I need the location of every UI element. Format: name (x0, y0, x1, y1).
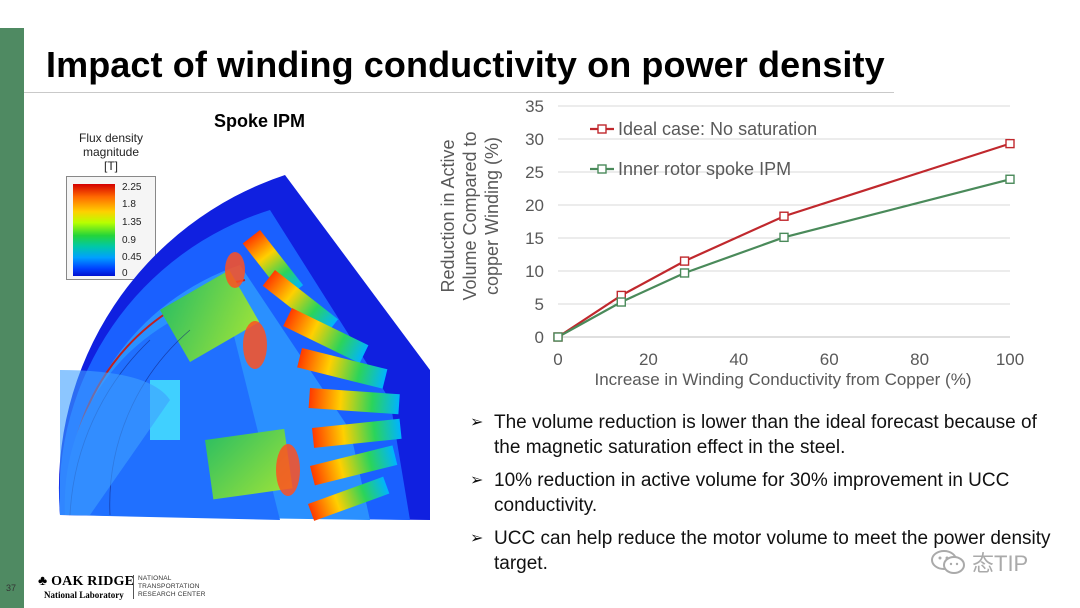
bullet-text: UCC can help reduce the motor volume to … (494, 528, 1051, 574)
x-tick-label: 40 (729, 350, 748, 369)
logo-divider (133, 575, 134, 599)
slide-title: Impact of winding conductivity on power … (46, 44, 885, 85)
figure-subtitle: Spoke IPM (214, 111, 306, 131)
data-point (553, 332, 563, 342)
data-point (679, 268, 690, 278)
data-point (1005, 138, 1015, 149)
colorbar-tick: 0.9 (122, 235, 136, 246)
y-tick-label: 0 (535, 328, 544, 347)
accent-side-bar (0, 28, 24, 608)
y-axis-label-line: Volume Compared to (460, 131, 480, 300)
colorbar-tick: 1.8 (122, 199, 136, 210)
saturation-hotspots (225, 252, 300, 496)
bullet-text: 10% reduction in active volume for 30% i… (494, 470, 1010, 516)
data-point (779, 232, 789, 243)
x-tick-label: 100 (996, 350, 1024, 369)
x-tick-label: 0 (553, 350, 562, 369)
page-number: 37 (6, 583, 17, 593)
logo-name: OAK RIDGE (51, 574, 135, 589)
legend-marker (597, 164, 607, 174)
x-tick-label: 80 (910, 350, 929, 369)
list-item: ➢ UCC can help reduce the motor volume t… (470, 526, 1060, 576)
colorbar-tick: 1.35 (122, 217, 142, 228)
ntrc-line: RESEARCH CENTER (138, 591, 206, 598)
y-tick-label: 5 (535, 295, 544, 314)
reduction-vs-conductivity-chart: 0 5 10 15 20 25 30 35 0 20 40 60 80 100 Ideal case: … (438, 97, 1024, 389)
arrow-bullet-icon: ➢ (470, 414, 484, 431)
shaft-region (60, 370, 170, 515)
series-line (557, 178, 1011, 338)
legend-marker (597, 124, 607, 134)
y-tick-label: 10 (525, 262, 544, 281)
wechat-icon (931, 550, 965, 574)
list-item: ➢ The volume reduction is lower than the… (470, 410, 1060, 460)
watermark: 态TIP (930, 546, 1028, 578)
x-tick-label: 60 (820, 350, 839, 369)
data-point (679, 256, 690, 266)
watermark-text: 态TIP (972, 551, 1029, 576)
ntrc-logo-text: NATIONAL TRANSPORTATION RESEARCH CENTER (138, 575, 206, 599)
legend-label: Inner rotor spoke IPM (618, 159, 791, 179)
y-axis-label-line: Reduction in Active (438, 139, 458, 292)
data-point (1005, 174, 1015, 184)
arrow-bullet-icon: ➢ (470, 472, 484, 489)
y-tick-label: 30 (525, 130, 544, 149)
colorbar-tick: 0.45 (122, 252, 142, 263)
colorbar-tick: 2.25 (122, 182, 142, 193)
findings-list: ➢ The volume reduction is lower than the… (470, 410, 1060, 584)
arrow-bullet-icon: ➢ (470, 530, 484, 547)
x-axis-label: Increase in Winding Conductivity from Co… (595, 370, 972, 389)
y-tick-label: 35 (525, 97, 544, 116)
title-underline (24, 92, 894, 93)
tree-icon: ♣ (38, 574, 48, 589)
logo-subtitle: National Laboratory (44, 590, 124, 600)
flux-colorbar (66, 176, 156, 280)
y-tick-label: 15 (525, 229, 544, 248)
ntrc-line: TRANSPORTATION (138, 583, 200, 590)
bullet-text: The volume reduction is lower than the i… (494, 412, 1037, 458)
y-tick-label: 20 (525, 196, 544, 215)
data-point (779, 211, 789, 221)
x-tick-label: 20 (639, 350, 658, 369)
data-point (616, 297, 626, 307)
list-item: ➢ 10% reduction in active volume for 30%… (470, 468, 1060, 518)
colorbar-gradient (73, 184, 115, 276)
motor-flux-plot (58, 175, 430, 521)
y-axis-label-line: copper Winding (%) (482, 137, 502, 295)
colorbar-title-line: Flux density (78, 131, 144, 145)
colorbar-tick: 0 (122, 268, 128, 279)
y-tick-label: 25 (525, 163, 544, 182)
ntrc-line: NATIONAL (138, 575, 172, 582)
colorbar-title-line: magnitude (82, 145, 140, 159)
y-axis-label: Reduction in Active Volume Compared to c… (438, 131, 502, 300)
legend-label: Ideal case: No saturation (618, 119, 817, 139)
ornl-logo: ♣ OAK RIDGE National Laboratory (38, 574, 134, 600)
colorbar-title-line: [T] (104, 159, 118, 173)
stator-slots (242, 229, 402, 521)
colorbar-title: Flux density magnitude [T] (66, 131, 156, 173)
